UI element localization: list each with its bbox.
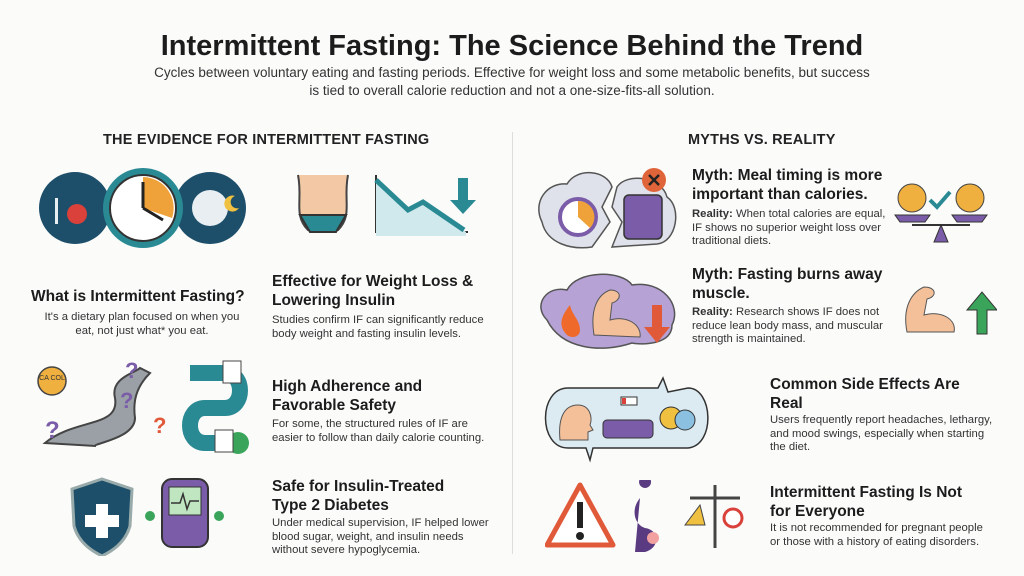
column-divider bbox=[512, 132, 513, 554]
section-heading-evidence: THE EVIDENCE FOR INTERMITTENT FASTING bbox=[103, 132, 430, 148]
item-title-diabetes: Safe for Insulin-Treated Type 2 Diabetes bbox=[272, 478, 445, 514]
fasting-clock-icon bbox=[39, 168, 246, 248]
clock-vs-scale-icon bbox=[538, 168, 677, 249]
item-title-side-effects: Common Side Effects Are Real bbox=[770, 376, 960, 412]
reality-label: Reality: bbox=[692, 306, 733, 318]
svg-text:?: ? bbox=[125, 358, 138, 383]
reality-text: Research shows IF does not reduce lean b… bbox=[692, 306, 883, 345]
svg-text:?: ? bbox=[120, 388, 133, 413]
myth-reality-muscle: Reality: Research shows IF does not redu… bbox=[692, 306, 887, 347]
item-title-not-for-everyone: Intermittent Fasting Is Not for Everyone bbox=[770, 484, 963, 520]
side-effects-bubble-icon bbox=[544, 376, 709, 463]
svg-text:?: ? bbox=[45, 417, 60, 444]
page-title: Intermittent Fasting: The Science Behind… bbox=[160, 30, 864, 62]
item-text-weight-loss: Studies confirm IF can significantly red… bbox=[272, 314, 484, 340]
muscle-burn-cloud-icon bbox=[540, 273, 676, 349]
item-title-weight-loss: Effective for Weight Loss & Lowering Ins… bbox=[272, 273, 474, 309]
calorie-label: CA COL bbox=[39, 375, 65, 382]
item-text-adherence: For some, the structured rules of IF are… bbox=[272, 418, 485, 444]
warning-pregnancy-scale-icon bbox=[545, 480, 744, 552]
reality-text: When total calories are equal, IF shows … bbox=[692, 208, 886, 247]
item-text-diabetes: Under medical supervision, IF helped low… bbox=[272, 517, 489, 556]
weight-loss-chart-icon bbox=[297, 174, 476, 236]
item-title-adherence: High Adherence and Favorable Safety bbox=[272, 378, 423, 414]
svg-text:?: ? bbox=[153, 413, 166, 438]
balance-scale-calories-icon bbox=[894, 183, 988, 243]
section-heading-myths: MYTHS VS. REALITY bbox=[688, 132, 836, 148]
item-title-what-is-if: What is Intermittent Fasting? bbox=[31, 288, 245, 305]
myth-title-meal-timing: Myth: Meal timing is more important than… bbox=[692, 167, 883, 203]
shield-glucose-meter-icon bbox=[70, 477, 224, 556]
item-text-what-is-if: It's a dietary plan focused on when you … bbox=[44, 311, 240, 337]
myth-reality-meal-timing: Reality: When total calories are equal, … bbox=[692, 208, 887, 249]
reality-label: Reality: bbox=[692, 208, 733, 220]
strong-muscle-up-arrow-icon bbox=[905, 286, 997, 335]
subtitle: Cycles between voluntary eating and fast… bbox=[154, 65, 870, 98]
myth-title-muscle: Myth: Fasting burns away muscle. bbox=[692, 266, 883, 302]
winding-road-icon: CA COL ? ? ? ? bbox=[37, 358, 249, 454]
item-text-side-effects: Users frequently report headaches, letha… bbox=[770, 414, 993, 453]
item-text-not-for-everyone: It is not recommended for pregnant peopl… bbox=[770, 522, 983, 548]
